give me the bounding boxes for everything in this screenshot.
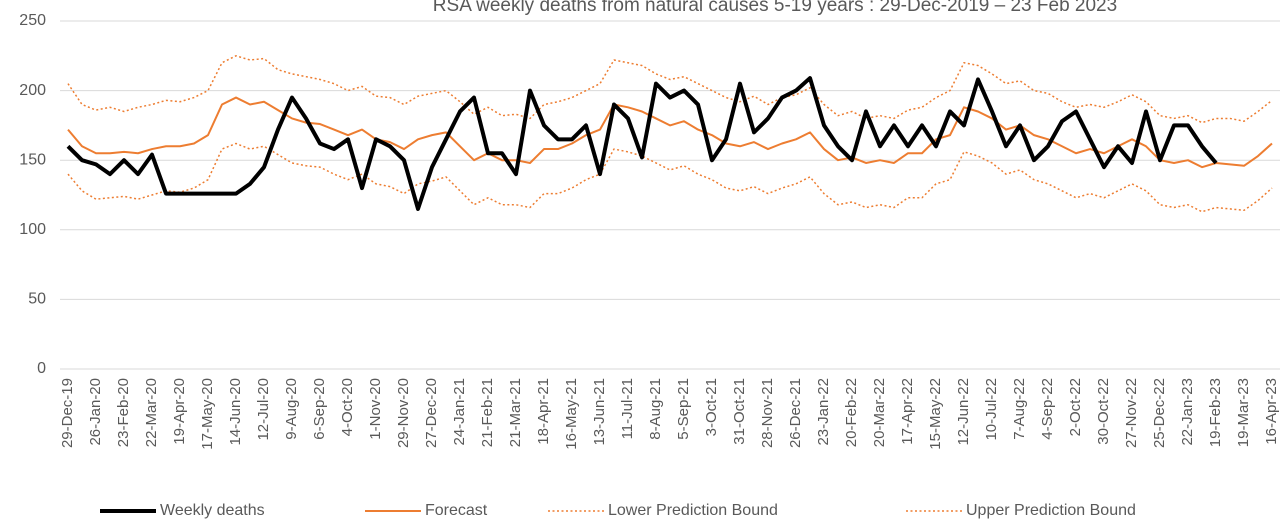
x-tick-label: 12-Jul-20 <box>255 378 272 441</box>
series-line <box>67 55 1273 124</box>
x-tick-label: 19-Apr-20 <box>171 378 188 445</box>
x-tick-label: 22-Mar-20 <box>143 378 160 447</box>
x-tick-label: 2-Oct-22 <box>1067 378 1084 436</box>
x-tick-label: 3-Oct-21 <box>703 378 720 436</box>
x-tick-label: 10-Jul-22 <box>983 378 1000 441</box>
x-tick-label: 15-May-22 <box>927 378 944 450</box>
x-tick-label: 21-Feb-21 <box>479 378 496 447</box>
x-tick-label: 4-Sep-22 <box>1039 378 1056 440</box>
series-line <box>66 76 1218 211</box>
y-tick-label: 100 <box>19 221 46 238</box>
x-tick-label: 23-Jan-22 <box>815 378 832 446</box>
y-tick-label: 150 <box>19 151 46 168</box>
x-tick-label: 17-May-20 <box>199 378 216 450</box>
x-tick-label: 22-Jan-23 <box>1179 378 1196 446</box>
legend-label: Forecast <box>425 502 488 519</box>
x-tick-label: 27-Dec-20 <box>423 378 440 448</box>
y-tick-label: 200 <box>19 82 46 99</box>
x-tick-label: 9-Aug-20 <box>283 378 300 440</box>
x-tick-label: 29-Dec-19 <box>59 378 76 448</box>
series-line <box>67 142 1273 213</box>
x-tick-label: 19-Feb-23 <box>1207 378 1224 447</box>
x-tick-label: 18-Apr-21 <box>535 378 552 445</box>
x-tick-label: 24-Jan-21 <box>451 378 468 446</box>
x-tick-label: 23-Feb-20 <box>115 378 132 447</box>
y-tick-label: 50 <box>28 291 46 308</box>
chart-title: RSA weekly deaths from natural causes 5-… <box>433 0 1117 16</box>
x-tick-label: 31-Oct-21 <box>731 378 748 445</box>
x-tick-label: 1-Nov-20 <box>367 378 384 440</box>
legend-label: Weekly deaths <box>160 502 265 519</box>
x-tick-label: 4-Oct-20 <box>339 378 356 436</box>
x-tick-label: 16-Apr-23 <box>1263 378 1280 445</box>
legend-label: Upper Prediction Bound <box>966 502 1136 519</box>
x-tick-label: 14-Jun-20 <box>227 378 244 446</box>
y-tick-label: 250 <box>19 12 46 29</box>
x-tick-label: 26-Dec-21 <box>787 378 804 448</box>
x-tick-label: 28-Nov-21 <box>759 378 776 448</box>
x-tick-label: 7-Aug-22 <box>1011 378 1028 440</box>
series-line <box>67 96 1273 169</box>
x-tick-label: 12-Jun-22 <box>955 378 972 446</box>
legend-label: Lower Prediction Bound <box>608 502 778 519</box>
x-tick-label: 17-Apr-22 <box>899 378 916 445</box>
x-tick-label: 26-Jan-20 <box>87 378 104 446</box>
x-tick-label: 16-May-21 <box>563 378 580 450</box>
x-tick-label: 5-Sep-21 <box>675 378 692 440</box>
x-tick-label: 19-Mar-23 <box>1235 378 1252 447</box>
x-tick-label: 21-Mar-21 <box>507 378 524 447</box>
x-tick-label: 13-Jun-21 <box>591 378 608 446</box>
legend-item: Lower Prediction Bound <box>548 502 778 519</box>
x-tick-label: 20-Feb-22 <box>843 378 860 447</box>
x-tick-label: 30-Oct-22 <box>1095 378 1112 445</box>
x-tick-label: 11-Jul-21 <box>619 378 636 439</box>
legend-item: Upper Prediction Bound <box>906 502 1136 519</box>
legend-item: Forecast <box>365 502 488 519</box>
x-tick-label: 29-Nov-20 <box>395 378 412 448</box>
x-tick-label: 8-Aug-21 <box>647 378 664 440</box>
x-tick-label: 6-Sep-20 <box>311 378 328 440</box>
x-tick-label: 25-Dec-22 <box>1151 378 1168 448</box>
legend-item: Weekly deaths <box>100 502 265 519</box>
y-tick-label: 0 <box>37 360 46 377</box>
x-tick-label: 27-Nov-22 <box>1123 378 1140 448</box>
x-tick-label: 20-Mar-22 <box>871 378 888 447</box>
